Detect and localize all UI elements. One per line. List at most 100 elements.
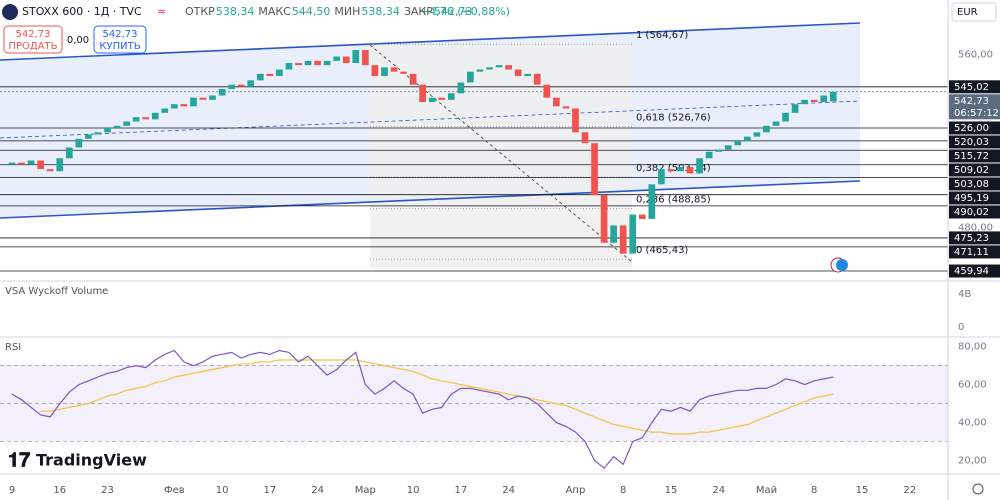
candle-body	[285, 63, 293, 70]
price-tag-label: 490,02	[954, 207, 989, 218]
price-tag	[949, 94, 1000, 120]
candle-body	[715, 149, 723, 152]
price-tag	[949, 205, 1000, 219]
candle-body	[447, 93, 455, 100]
x-tick-label: Апр	[566, 485, 586, 496]
x-tick-label: 22	[903, 485, 916, 496]
candle-body	[132, 117, 140, 122]
rsi-tick-label: 60,00	[958, 380, 987, 391]
x-tick-label: 24	[502, 485, 515, 496]
candle-body	[820, 95, 828, 102]
candle-body	[658, 169, 665, 185]
price-tag-label: 509,02	[954, 165, 989, 176]
candle-body	[619, 225, 627, 254]
buy-button[interactable]	[93, 25, 147, 54]
candle-body	[276, 69, 283, 77]
candle-body	[705, 151, 713, 159]
x-tick-label: 8	[620, 485, 626, 496]
price-tag-label: 545,02	[954, 82, 989, 93]
candle-body	[486, 67, 493, 70]
candle-body	[428, 97, 436, 102]
candle-body	[495, 65, 503, 68]
rsi-tick-label: 40,00	[958, 418, 987, 429]
candle-body	[610, 225, 617, 243]
sell-price[interactable]: 542,73	[16, 29, 51, 40]
price-tag	[949, 80, 1000, 94]
candle-body	[94, 132, 102, 135]
candle-body	[342, 56, 350, 64]
price-tag	[949, 191, 1000, 205]
candle-body	[142, 117, 150, 120]
candle-body	[572, 108, 579, 133]
stat-label: МАКС	[258, 5, 291, 18]
candle-body	[696, 158, 703, 174]
rsi-tick-label: 20,00	[958, 456, 987, 467]
candle-body	[56, 158, 64, 172]
candle-body	[782, 112, 789, 122]
candle-body	[553, 97, 560, 107]
candle-body	[562, 106, 570, 109]
symbol[interactable]: STOXX 600 · 1Д · TVC	[22, 5, 142, 18]
price-tag	[949, 177, 1000, 191]
candle-body	[409, 73, 417, 85]
candle-body	[256, 73, 264, 81]
compare-icon[interactable]: ≈	[157, 5, 166, 18]
candle-body	[419, 84, 426, 102]
candle-body	[85, 134, 92, 139]
buy-label[interactable]: КУПИТЬ	[99, 41, 140, 52]
fib-label: 0,618 (526,76)	[636, 112, 711, 123]
candle-body	[113, 125, 121, 128]
stat-value: 538,34	[216, 5, 255, 18]
price-tag-label: 542,73	[954, 96, 989, 107]
candle-body	[65, 147, 73, 159]
fib-label: 0,236 (488,85)	[636, 194, 711, 205]
stat-label: ЗАКР	[404, 5, 433, 18]
candle-body	[199, 97, 207, 100]
candle-body	[724, 145, 732, 150]
fib-label: 1 (564,67)	[636, 30, 688, 41]
candle-body	[237, 84, 245, 87]
currency-box[interactable]	[951, 2, 997, 22]
candle-body	[151, 112, 159, 120]
fib-label: 0 (465,43)	[636, 245, 688, 256]
candle-body	[371, 65, 379, 77]
price-tag-label: 520,03	[954, 137, 989, 148]
settings-icon[interactable]	[972, 483, 984, 495]
rsi-band	[0, 365, 948, 441]
price-tag-label: 515,72	[954, 151, 989, 162]
candle-body	[524, 73, 532, 77]
candle-body	[333, 56, 341, 61]
x-tick-label: 24	[311, 485, 324, 496]
candle-body	[362, 50, 369, 66]
candle-body	[543, 84, 551, 98]
candle-body	[734, 140, 742, 146]
candle-body	[37, 160, 44, 170]
x-tick-label: 23	[101, 485, 114, 496]
candle-body	[791, 104, 799, 113]
currency[interactable]: EUR	[957, 7, 978, 18]
volume-tick-label: 4B	[958, 289, 971, 300]
candle-body	[648, 184, 656, 219]
price-tag-label: 459,94	[954, 266, 989, 277]
candle-body	[763, 125, 770, 133]
rsi-tick-label: 80,00	[958, 342, 987, 353]
stat-label: ОТКР	[185, 5, 215, 18]
x-tick-label: 10	[216, 485, 229, 496]
stat-value: 542,73	[434, 5, 473, 18]
candle-body	[753, 132, 761, 137]
sell-button[interactable]	[3, 25, 63, 54]
x-tick-label: Фев	[164, 485, 185, 496]
buy-price[interactable]: 542,73	[103, 29, 138, 40]
candle-body	[352, 50, 360, 64]
candle-body	[247, 80, 255, 87]
price-tag-label: 471,11	[954, 247, 989, 258]
brand-icon: 𝟏𝟕	[8, 448, 30, 472]
sell-label[interactable]: ПРОДАТЬ	[8, 41, 57, 52]
candle-body	[514, 69, 522, 77]
candle-body	[27, 160, 35, 165]
candle-body	[180, 104, 188, 107]
event-icon[interactable]	[836, 259, 848, 271]
x-tick-label: 15	[665, 485, 678, 496]
candle-body	[744, 136, 751, 141]
